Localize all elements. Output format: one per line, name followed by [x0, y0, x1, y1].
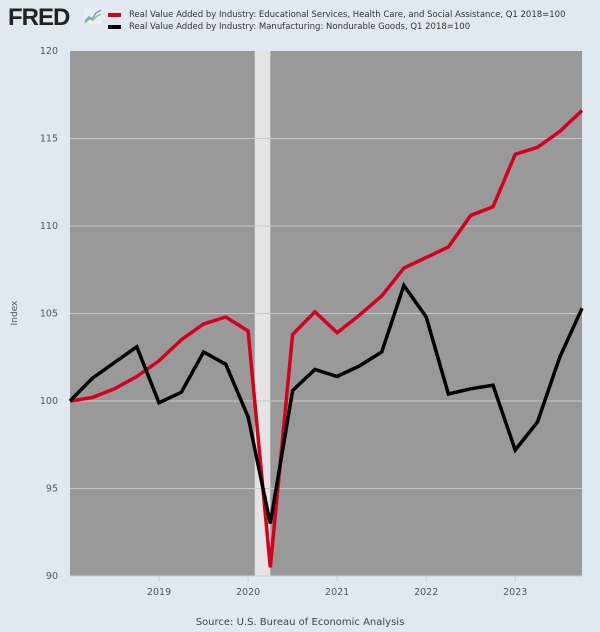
y-axis-label: Index — [10, 300, 20, 326]
legend: Real Value Added by Industry: Educationa… — [108, 9, 566, 33]
y-tick-label: 90 — [46, 571, 58, 582]
legend-label: Real Value Added by Industry: Educationa… — [129, 10, 566, 20]
series-line-health-care — [69, 109, 584, 568]
y-tick-label: 110 — [40, 221, 58, 232]
x-tick-label: 2021 — [325, 587, 349, 598]
series-line-nondurable-manufacturing — [68, 281, 584, 524]
legend-swatch-black — [108, 25, 121, 29]
fred-logo: FRED — [8, 4, 70, 31]
x-tick-label: 2019 — [147, 587, 171, 598]
x-tick-label: 2022 — [414, 587, 438, 598]
x-tick-label: 2020 — [236, 587, 260, 598]
y-tick-label: 100 — [40, 396, 58, 407]
legend-swatch-red — [108, 13, 121, 17]
trend-chart-icon — [84, 8, 102, 24]
source-note: Source: U.S. Bureau of Economic Analysis — [195, 617, 405, 628]
y-tick-label: 95 — [46, 484, 58, 495]
y-tick-label: 105 — [40, 309, 58, 320]
y-tick-label: 120 — [40, 46, 58, 57]
y-tick-label: 115 — [40, 134, 58, 145]
legend-item-black: Real Value Added by Industry: Manufactur… — [108, 21, 566, 33]
legend-label: Real Value Added by Industry: Manufactur… — [129, 22, 471, 32]
legend-item-red: Real Value Added by Industry: Educationa… — [108, 9, 566, 21]
x-tick-label: 2023 — [503, 587, 527, 598]
